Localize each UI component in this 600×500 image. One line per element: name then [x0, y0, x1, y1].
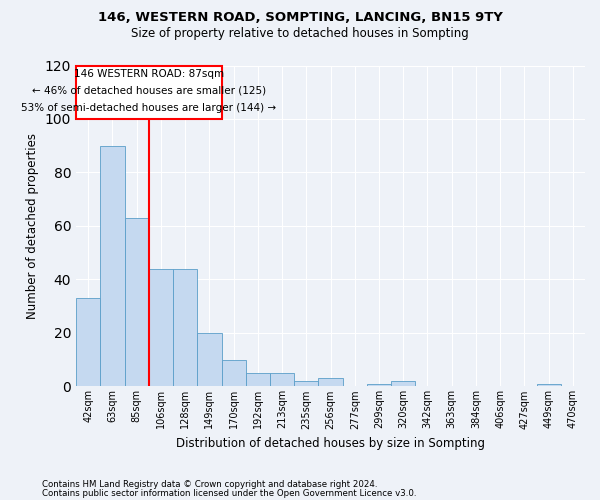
- Bar: [319, 378, 343, 386]
- Text: 146 WESTERN ROAD: 87sqm: 146 WESTERN ROAD: 87sqm: [74, 68, 224, 78]
- Bar: [221, 360, 246, 386]
- Bar: [294, 381, 319, 386]
- Bar: [270, 373, 294, 386]
- Bar: [100, 146, 125, 386]
- Y-axis label: Number of detached properties: Number of detached properties: [26, 133, 40, 319]
- Bar: [367, 384, 391, 386]
- Text: ← 46% of detached houses are smaller (125): ← 46% of detached houses are smaller (12…: [32, 86, 266, 96]
- Bar: [173, 268, 197, 386]
- Bar: [536, 384, 561, 386]
- X-axis label: Distribution of detached houses by size in Sompting: Distribution of detached houses by size …: [176, 437, 485, 450]
- Text: Contains HM Land Registry data © Crown copyright and database right 2024.: Contains HM Land Registry data © Crown c…: [42, 480, 377, 489]
- Text: 53% of semi-detached houses are larger (144) →: 53% of semi-detached houses are larger (…: [21, 104, 277, 114]
- Bar: [125, 218, 149, 386]
- Bar: [246, 373, 270, 386]
- Bar: [391, 381, 415, 386]
- Text: Contains public sector information licensed under the Open Government Licence v3: Contains public sector information licen…: [42, 488, 416, 498]
- Bar: [149, 268, 173, 386]
- Text: 146, WESTERN ROAD, SOMPTING, LANCING, BN15 9TY: 146, WESTERN ROAD, SOMPTING, LANCING, BN…: [98, 11, 502, 24]
- Bar: [76, 66, 221, 119]
- Bar: [197, 333, 221, 386]
- Bar: [76, 298, 100, 386]
- Text: Size of property relative to detached houses in Sompting: Size of property relative to detached ho…: [131, 28, 469, 40]
